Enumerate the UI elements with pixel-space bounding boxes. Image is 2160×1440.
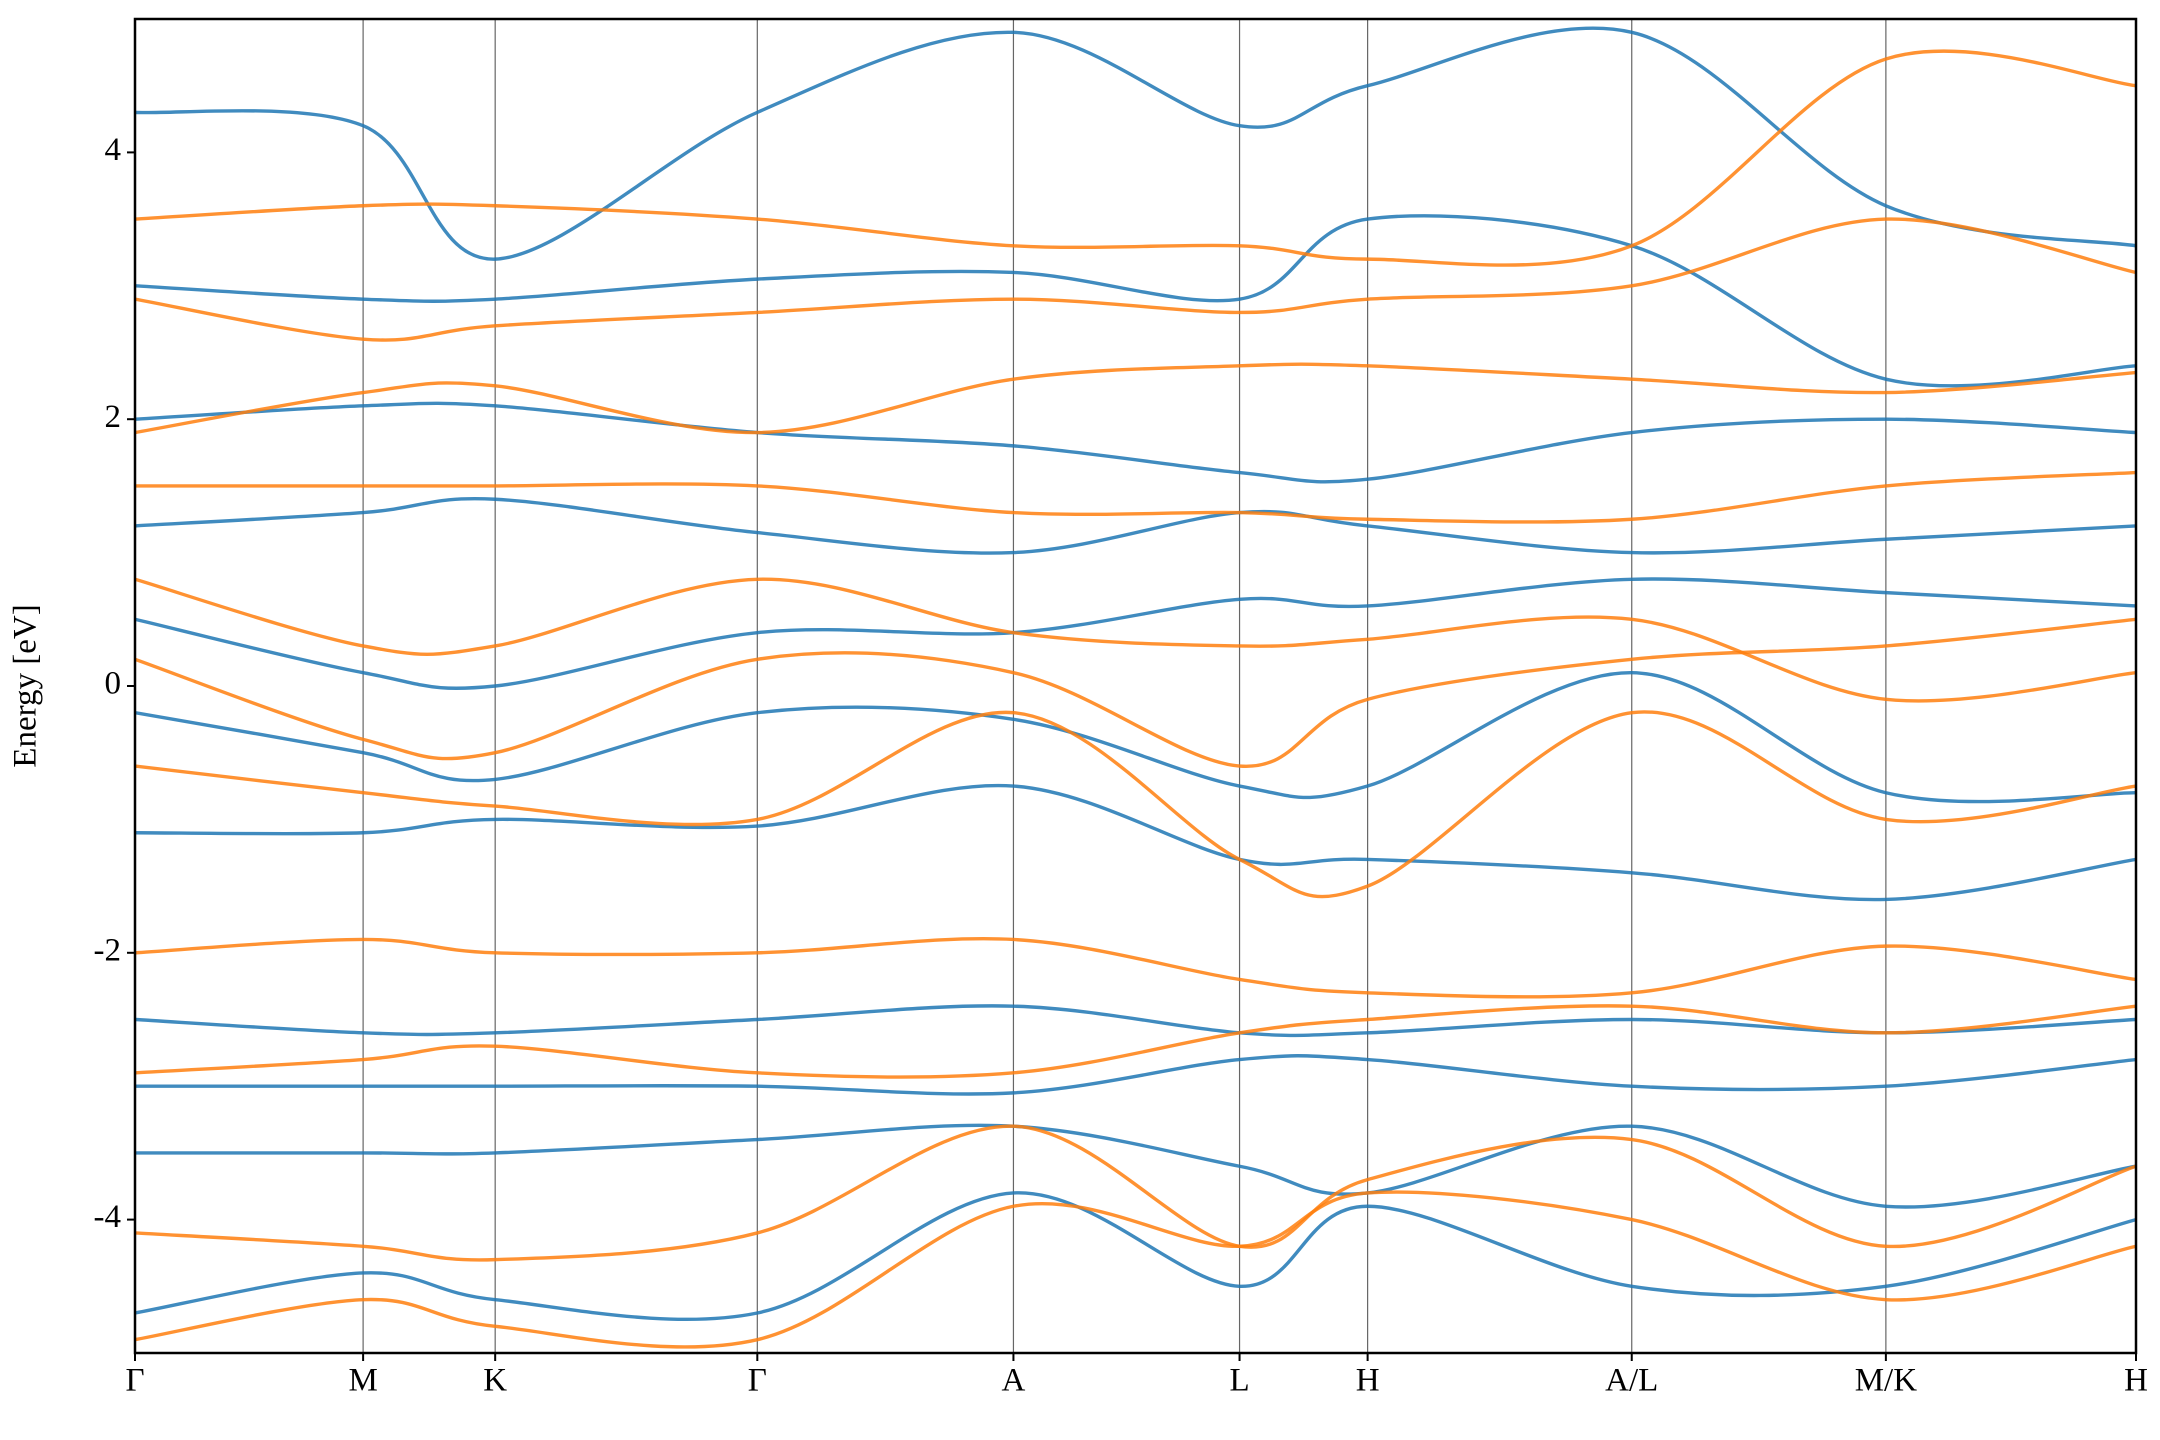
band-line xyxy=(135,783,2136,902)
band-line xyxy=(135,217,2136,342)
band-line xyxy=(135,1190,2136,1349)
y-axis-label: Energy [eV] xyxy=(8,604,44,767)
x-tick-label: A xyxy=(1002,1363,1026,1399)
y-tick-label: -2 xyxy=(94,932,122,968)
band-line xyxy=(135,470,2136,524)
band-line xyxy=(135,670,2136,804)
band-line xyxy=(135,577,2136,690)
x-tick-label: A/L xyxy=(1605,1363,1658,1399)
x-tick-label: M/K xyxy=(1855,1363,1918,1399)
band-line xyxy=(135,1054,2136,1096)
x-tick-label: Γ xyxy=(125,1363,144,1399)
band-line xyxy=(135,710,2136,899)
x-tick-label: M xyxy=(348,1363,377,1399)
band-line xyxy=(135,617,2136,768)
band-line xyxy=(135,401,2136,484)
band-line xyxy=(135,1124,2136,1262)
y-tick-label: 4 xyxy=(105,132,122,168)
band-line xyxy=(135,577,2136,703)
band-line xyxy=(135,1004,2136,1079)
band-line xyxy=(135,497,2136,555)
y-tick-label: 0 xyxy=(105,666,122,702)
x-tick-label: H xyxy=(1356,1363,1380,1399)
y-tick-label: -4 xyxy=(94,1199,122,1235)
y-tick-label: 2 xyxy=(105,399,122,435)
x-tick-label: K xyxy=(483,1363,507,1399)
x-tick-label: L xyxy=(1229,1363,1249,1399)
band-line xyxy=(135,49,2136,267)
plot-area xyxy=(135,19,2136,1353)
band-line xyxy=(135,1123,2136,1209)
band-line xyxy=(135,1004,2136,1038)
x-tick-label: H xyxy=(2124,1363,2148,1399)
band-line xyxy=(135,936,2136,999)
x-tick-label: Γ xyxy=(748,1363,767,1399)
band-line xyxy=(135,362,2136,435)
band-line xyxy=(135,214,2136,388)
band-line xyxy=(135,1191,2136,1322)
